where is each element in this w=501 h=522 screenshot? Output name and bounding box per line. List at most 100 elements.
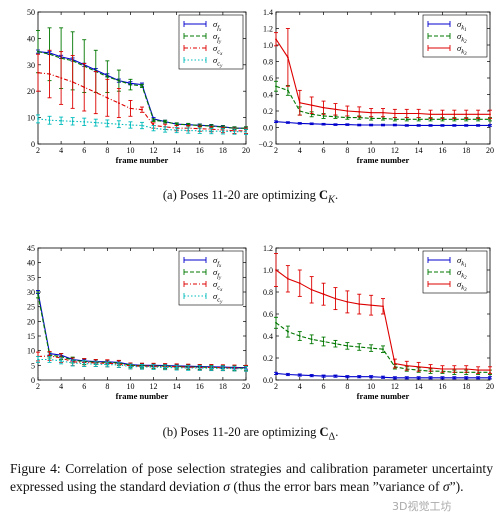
- data-point: [187, 367, 190, 369]
- data-point: [275, 85, 277, 88]
- data-point: [117, 79, 120, 82]
- data-point: [83, 362, 86, 365]
- data-point: [141, 124, 143, 127]
- data-point: [346, 301, 349, 303]
- data-point: [298, 282, 301, 285]
- data-point: [152, 127, 155, 130]
- x-tick-label: 18: [219, 382, 227, 391]
- x-tick-label: 20: [242, 146, 250, 155]
- data-point: [489, 124, 491, 127]
- data-point: [382, 305, 384, 308]
- data-point: [298, 335, 301, 337]
- x-tick-label: 2: [274, 382, 278, 391]
- data-point: [310, 288, 313, 291]
- data-point: [370, 124, 373, 126]
- data-point: [322, 375, 325, 378]
- y-tick-label: −0.2: [258, 140, 273, 149]
- y-tick-label: 20: [27, 87, 35, 96]
- x-tick-label: 20: [486, 146, 494, 155]
- data-point: [48, 73, 51, 75]
- subcaption-a-suffix: .: [334, 188, 339, 202]
- legend-label: σk2: [457, 31, 467, 45]
- y-tick-label: 5: [31, 361, 35, 370]
- x-tick-label: 8: [345, 382, 349, 391]
- data-point: [129, 124, 132, 126]
- data-point: [37, 50, 39, 53]
- data-point: [441, 113, 444, 116]
- y-tick-label: 20: [27, 317, 35, 326]
- y-tick-label: 15: [27, 332, 35, 341]
- subcaption-b-subscript: Δ: [328, 431, 336, 443]
- data-point: [175, 129, 178, 131]
- data-point: [453, 368, 456, 370]
- data-point: [286, 277, 289, 280]
- data-point: [334, 342, 337, 345]
- legend-label: σcx: [213, 43, 223, 57]
- legend-box: [178, 14, 244, 70]
- x-tick-label: 4: [59, 146, 63, 155]
- y-tick-label: 30: [27, 288, 35, 297]
- data-point: [489, 369, 491, 371]
- x-tick-label: 12: [150, 382, 158, 391]
- legend-label: σfy: [213, 31, 222, 45]
- data-point: [298, 374, 301, 376]
- x-tick-label: 10: [126, 382, 134, 391]
- x-tick-label: 10: [367, 382, 375, 391]
- series: [274, 253, 492, 374]
- data-point: [429, 124, 432, 127]
- data-point: [37, 358, 39, 361]
- y-tick-label: 0.6: [263, 74, 273, 83]
- data-point: [233, 130, 236, 133]
- series: [36, 114, 248, 135]
- data-point: [175, 123, 178, 126]
- data-point: [129, 83, 132, 86]
- data-point: [405, 112, 408, 115]
- data-point: [322, 123, 325, 126]
- data-point: [346, 123, 349, 126]
- data-point: [245, 367, 247, 370]
- x-tick-label: 10: [367, 146, 375, 155]
- data-point: [417, 376, 420, 379]
- chart-a-left: 2 4 6 8 10 12 14 16 18 20 0 10 20 30 40 50 frame number σ…: [27, 8, 250, 165]
- data-point: [117, 364, 120, 366]
- x-axis-label: frame number: [116, 391, 169, 401]
- x-axis-label: frame number: [116, 155, 169, 165]
- legend-box: [178, 250, 244, 306]
- y-tick-label: 10: [27, 347, 35, 356]
- y-tick-label: 0.2: [263, 354, 273, 363]
- data-point: [37, 71, 39, 74]
- figure-caption-sigma2: σ: [442, 479, 450, 494]
- chart-a-right: 2 4 6 8 10 12 14 16 18 20 −0.2 0.0 0.2 0.4 0.6 0.8 1.0 1.…: [258, 8, 494, 165]
- series: [274, 120, 492, 127]
- data-point: [358, 124, 361, 126]
- data-point: [37, 294, 39, 296]
- x-axis-label: frame number: [357, 391, 410, 401]
- chart-b-left: 2 4 6 8 10 12 14 16 18 20 0 5 10 15 20 25 30 35 40 45 frame …: [27, 244, 250, 401]
- data-point: [489, 376, 491, 379]
- x-tick-label: 2: [36, 382, 40, 391]
- x-tick-label: 16: [438, 382, 446, 391]
- data-point: [71, 81, 74, 83]
- data-point: [245, 130, 247, 133]
- legend-label: σk1: [457, 255, 467, 269]
- data-point: [382, 124, 384, 126]
- data-point: [346, 116, 349, 119]
- figure-caption-rest: (thus the error bars mean ”variance of: [230, 479, 443, 494]
- legend-label: σcx: [213, 279, 223, 293]
- data-point: [106, 96, 109, 99]
- x-axis-label: frame number: [357, 155, 410, 165]
- data-point: [129, 365, 132, 368]
- legend-label: σk3: [457, 279, 467, 293]
- data-point: [393, 124, 396, 126]
- x-tick-label: 12: [150, 146, 158, 155]
- series: [274, 316, 492, 375]
- y-tick-label: 0: [31, 376, 35, 385]
- data-point: [382, 376, 384, 379]
- data-point: [370, 375, 373, 378]
- data-point: [405, 364, 408, 367]
- data-point: [358, 303, 361, 305]
- legend-label: σcy: [213, 291, 223, 305]
